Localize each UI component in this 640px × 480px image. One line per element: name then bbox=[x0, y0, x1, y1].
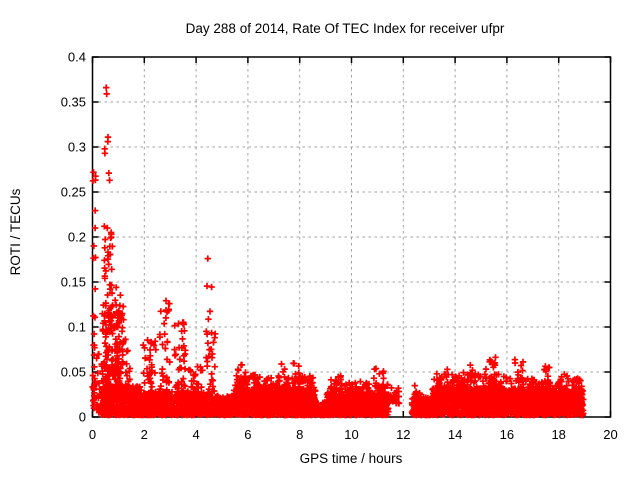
y-tick-label: 0.3 bbox=[68, 140, 86, 155]
x-tick-label: 10 bbox=[344, 427, 358, 442]
x-tick-label: 4 bbox=[192, 427, 199, 442]
y-tick-label: 0 bbox=[79, 410, 86, 425]
chart-title: Day 288 of 2014, Rate Of TEC Index for r… bbox=[186, 21, 505, 36]
y-tick-label: 0.05 bbox=[61, 365, 86, 380]
y-tick-label: 0.1 bbox=[68, 320, 86, 335]
y-tick-label: 0.25 bbox=[61, 185, 86, 200]
data-points bbox=[89, 84, 587, 419]
x-tick-label: 20 bbox=[603, 427, 617, 442]
y-tick-label: 0.2 bbox=[68, 230, 86, 245]
x-tick-label: 18 bbox=[551, 427, 565, 442]
x-tick-label: 2 bbox=[141, 427, 148, 442]
y-tick-label: 0.15 bbox=[61, 275, 86, 290]
x-tick-label: 8 bbox=[296, 427, 303, 442]
plot-area: 0 2 4 6 8 10 12 14 16 18 20 0 0.05 0.1 0.15 0.2 0.25 0.3 0… bbox=[61, 50, 618, 443]
x-axis-label: GPS time / hours bbox=[300, 451, 403, 466]
y-axis-label: ROTI / TECUs bbox=[8, 188, 23, 275]
y-tick-label: 0.35 bbox=[61, 95, 86, 110]
x-tick-label: 16 bbox=[500, 427, 514, 442]
x-tick-label: 12 bbox=[396, 427, 410, 442]
x-tick-label: 0 bbox=[89, 427, 96, 442]
y-tick-label: 0.4 bbox=[68, 50, 86, 65]
x-tick-label: 6 bbox=[244, 427, 251, 442]
x-tick-label: 14 bbox=[448, 427, 462, 442]
